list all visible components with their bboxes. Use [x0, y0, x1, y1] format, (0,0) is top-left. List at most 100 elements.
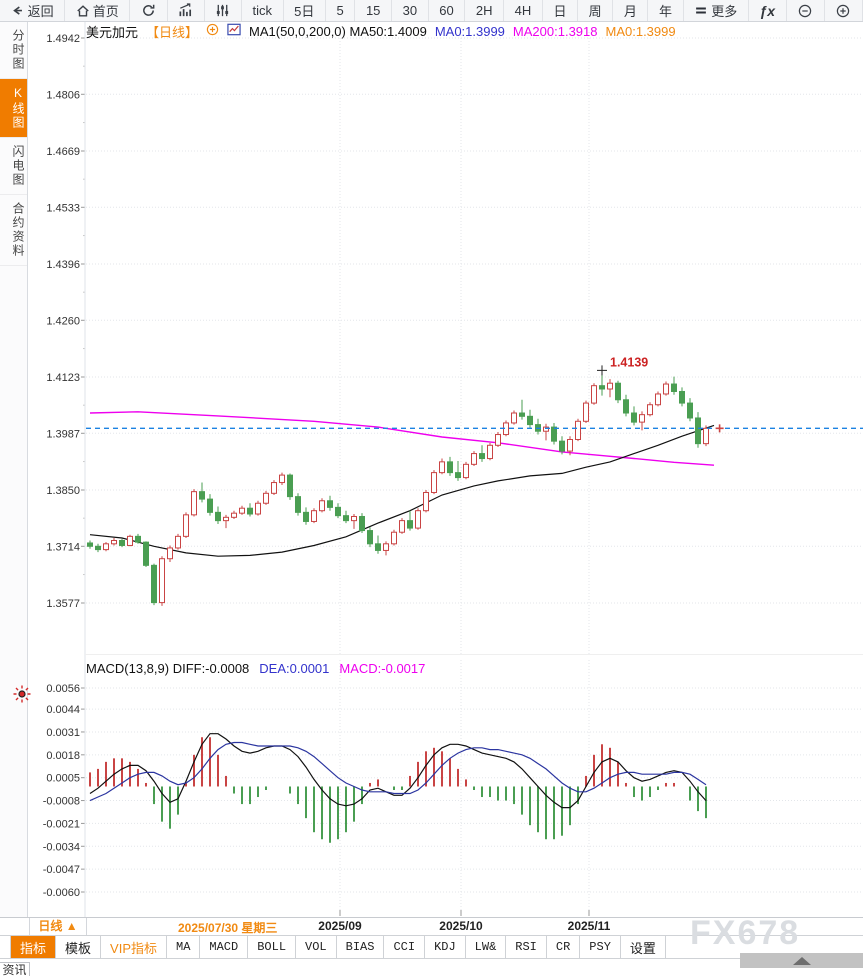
macd-button[interactable]: MACD	[200, 936, 249, 958]
svg-text:-0.0060: -0.0060	[43, 887, 80, 899]
macd-value-label: MACD:-0.0017	[339, 661, 426, 676]
rsi-button[interactable]: RSI	[506, 936, 547, 958]
month-label: 2025/10	[439, 919, 483, 933]
macd-header: MACD(13,8,9) DIFF:-0.0008 DEA:0.0001 MAC…	[86, 661, 425, 676]
toolbar-label: 15	[365, 3, 381, 18]
toolbar-label: 年	[659, 4, 673, 19]
toolbar-label: 月	[623, 4, 637, 19]
dea-line	[89, 741, 707, 802]
add-indicator-icon[interactable]	[206, 23, 219, 39]
period-30min-button[interactable]: 30	[392, 0, 429, 21]
fx-button[interactable]: ƒx	[749, 0, 787, 21]
svg-text:0.0005: 0.0005	[46, 773, 80, 785]
vol-button[interactable]: VOL	[296, 936, 337, 958]
toolbar-label: 4H	[514, 3, 532, 18]
bias-button[interactable]: BIAS	[337, 936, 385, 958]
ma200-line	[89, 411, 715, 466]
svg-text:1.3850: 1.3850	[46, 485, 80, 497]
indicator-style-icon[interactable]	[227, 23, 241, 39]
toolbar-label: 返回	[27, 4, 54, 19]
toolbar-label: 5	[336, 3, 344, 18]
diff-line	[89, 733, 707, 809]
sidebar: 分时图 K线图 闪电图 合约资料	[0, 22, 28, 917]
period-5day-button[interactable]: 5日	[284, 0, 326, 21]
svg-text:0.0018: 0.0018	[46, 750, 80, 762]
last-price-marker	[715, 424, 724, 433]
indicator-tab-button[interactable]: 指标	[10, 936, 57, 958]
period-4h-button[interactable]: 4H	[504, 0, 543, 21]
back-button[interactable]: 返回	[0, 0, 66, 21]
svg-text:0.0056: 0.0056	[46, 683, 80, 695]
svg-text:1.4533: 1.4533	[46, 202, 80, 214]
more-button[interactable]: 更多	[684, 0, 749, 21]
svg-text:1.4942: 1.4942	[46, 33, 80, 45]
period-week-button[interactable]: 周	[578, 0, 614, 21]
svg-text:1.3714: 1.3714	[46, 541, 80, 553]
vip-indicator-button[interactable]: VIP指标	[101, 936, 167, 958]
bar-chart-icon	[178, 3, 193, 18]
toolbar-label: 60	[439, 3, 454, 18]
indicator-settings-sun-icon[interactable]	[13, 685, 31, 703]
toolbar-label: 日	[553, 4, 567, 19]
sidebar-item-kline-chart[interactable]: K线图	[0, 79, 27, 138]
indicator-bar: 指标 模板 VIP指标 MA MACD BOLL VOL BIAS CCI KDJ LW& RSI CR…	[0, 935, 863, 959]
refresh-button[interactable]	[130, 0, 168, 21]
news-tab[interactable]: 资讯	[0, 962, 30, 976]
period-15min-button[interactable]: 15	[355, 0, 393, 21]
ma-button[interactable]: MA	[167, 936, 201, 958]
svg-text:1.4806: 1.4806	[46, 89, 80, 101]
period-day-button[interactable]: 日	[543, 0, 579, 21]
period-60min-button[interactable]: 60	[429, 0, 466, 21]
price-chart[interactable]: 1.4942 1.4806 1.4669 1.4533 1.4396 1.4260 1.41…	[28, 22, 863, 655]
cci-button[interactable]: CCI	[384, 936, 426, 958]
toolbar-label: tick	[252, 3, 272, 18]
toolbar-label: 首页	[92, 4, 119, 19]
cr-button[interactable]: CR	[547, 936, 581, 958]
toolbar-label: 周	[588, 4, 602, 19]
ma0-blue-label: MA0:1.3999	[434, 23, 505, 39]
zoom-out-button[interactable]	[787, 0, 825, 21]
template-button[interactable]: 模板	[56, 936, 102, 958]
zoom-in-button[interactable]	[825, 0, 863, 21]
period-2h-button[interactable]: 2H	[465, 0, 505, 21]
boll-button[interactable]: BOLL	[248, 936, 297, 958]
period-tick-button[interactable]: tick	[242, 0, 284, 21]
macd-panel[interactable]: 0.0056 0.0044 0.0031 0.0018 0.0005 -0.0008 -0.…	[28, 655, 863, 917]
period-5min-button[interactable]: 5	[326, 0, 356, 21]
kdj-button[interactable]: KDJ	[425, 936, 466, 958]
psy-button[interactable]: PSY	[580, 936, 621, 958]
svg-text:1.4669: 1.4669	[46, 146, 80, 158]
sidebar-item-contract-info[interactable]: 合约资料	[0, 195, 27, 266]
toolbar-label: 5日	[294, 4, 315, 19]
svg-text:-0.0047: -0.0047	[43, 864, 80, 876]
zoom-out-icon	[797, 3, 813, 19]
panel-expander[interactable]	[740, 953, 863, 968]
lw-button[interactable]: LW&	[466, 936, 507, 958]
period-year-button[interactable]: 年	[648, 0, 684, 21]
back-icon	[11, 4, 25, 18]
settings-button[interactable]: 设置	[621, 936, 666, 958]
svg-text:0.0044: 0.0044	[46, 704, 80, 716]
chart-style-button[interactable]	[168, 0, 205, 21]
ma200-label: MA200:1.3918	[512, 23, 598, 39]
svg-text:1.4396: 1.4396	[46, 259, 80, 271]
refresh-icon	[141, 3, 156, 18]
high-cross-marker	[597, 365, 607, 376]
svg-text:1.3987: 1.3987	[46, 428, 80, 440]
high-price-annotation: 1.4139	[610, 355, 648, 369]
svg-text:-0.0034: -0.0034	[43, 841, 80, 853]
macd-name-diff-label: MACD(13,8,9) DIFF:-0.0008	[86, 661, 250, 676]
chart-header: 美元加元 【日线】 MA1(50,0,200,0) MA50:1.4009 MA…	[86, 23, 676, 40]
home-icon	[76, 4, 90, 18]
sidebar-item-time-chart[interactable]: 分时图	[0, 22, 27, 79]
period-month-button[interactable]: 月	[613, 0, 649, 21]
watermark: FX678	[690, 914, 801, 952]
period-selector[interactable]: 日线 ▲	[29, 918, 87, 935]
indicator-adjust-button[interactable]	[205, 0, 242, 21]
home-button[interactable]: 首页	[65, 0, 131, 21]
sidebar-item-lightning-chart[interactable]: 闪电图	[0, 138, 27, 195]
zoom-in-icon	[835, 3, 851, 19]
toolbar-label: 2H	[475, 3, 493, 18]
dea-label: DEA:0.0001	[259, 661, 330, 676]
